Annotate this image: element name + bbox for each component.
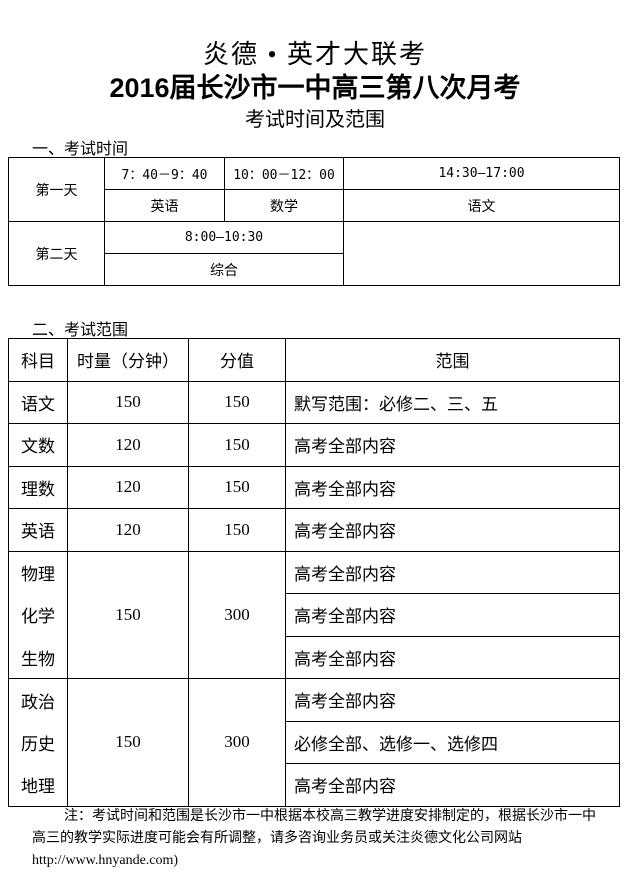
subtitle: 考试时间及范围 bbox=[245, 109, 385, 131]
time-cell: 150 bbox=[67, 550, 189, 679]
subject-cell: 英语 bbox=[8, 508, 68, 552]
slot-time: 14:30—17:00 bbox=[343, 157, 620, 190]
org-title: 炎德 • 英才大联考 bbox=[202, 40, 428, 69]
table-row: 语文 150 150 默写范围：必修二、三、五 bbox=[8, 380, 620, 424]
table-row: 综合 bbox=[9, 253, 620, 286]
scope-cell: 高考全部内容 bbox=[285, 593, 620, 637]
score-cell: 150 bbox=[188, 508, 286, 552]
table-row: 第二天 8:00—10:30 bbox=[8, 221, 620, 286]
subject-cell: 政治 bbox=[8, 678, 68, 721]
scope-cell: 高考全部内容 bbox=[285, 635, 620, 679]
slot-subject: 语文 bbox=[343, 189, 620, 222]
subject-cell: 化学 bbox=[8, 593, 68, 636]
score-cell: 150 bbox=[188, 465, 286, 509]
table-row: 第一天 7：40－9：40 10：00－12：00 14:30—17:00 bbox=[8, 157, 620, 222]
slot-subject: 综合 bbox=[104, 253, 344, 286]
slot-subject: 英语 bbox=[104, 189, 225, 222]
table-row: 化学 高考全部内容 bbox=[8, 593, 620, 637]
section2-heading: 二、考试范围 bbox=[32, 322, 129, 339]
page-title: 2016届长沙市一中高三第八次月考 bbox=[109, 73, 521, 103]
table-row: 物理 150 300 高考全部内容 bbox=[8, 550, 620, 679]
slot-time: 7：40－9：40 bbox=[104, 157, 225, 190]
time-cell: 150 bbox=[67, 380, 189, 424]
header-cell: 分值 bbox=[188, 338, 286, 382]
day-label: 第二天 bbox=[8, 221, 105, 286]
scope-cell: 默写范围：必修二、三、五 bbox=[285, 380, 620, 424]
table-row: 英语 120 150 高考全部内容 bbox=[8, 508, 620, 552]
subject-cell: 理数 bbox=[8, 465, 68, 509]
header-cell: 范围 bbox=[285, 338, 620, 382]
scope-cell: 高考全部内容 bbox=[285, 763, 620, 807]
scope-cell: 高考全部内容 bbox=[285, 550, 620, 594]
time-cell: 120 bbox=[67, 508, 189, 552]
scope-cell: 高考全部内容 bbox=[285, 465, 620, 509]
time-cell: 120 bbox=[67, 423, 189, 467]
table-row: 理数 120 150 高考全部内容 bbox=[8, 465, 620, 509]
day-label: 第一天 bbox=[8, 157, 105, 222]
subject-cell: 生物 bbox=[8, 636, 68, 679]
header-cell: 时量（分钟） bbox=[67, 338, 189, 382]
time-cell: 120 bbox=[67, 465, 189, 509]
table-row: 地理 高考全部内容 bbox=[8, 763, 620, 807]
exam-scope-table: 科目 时量（分钟） 分值 范围 语文 150 150 默写范围：必修二、三、五 … bbox=[8, 338, 620, 807]
section1-heading: 一、考试时间 bbox=[32, 141, 129, 158]
slot-subject: 数学 bbox=[224, 189, 344, 222]
score-cell: 300 bbox=[188, 678, 286, 807]
score-cell: 150 bbox=[188, 380, 286, 424]
subject-cell: 语文 bbox=[8, 380, 68, 424]
subject-cell: 地理 bbox=[8, 763, 68, 807]
subject-cell: 历史 bbox=[8, 721, 68, 764]
subject-cell: 文数 bbox=[8, 423, 68, 467]
empty-cell bbox=[343, 221, 620, 286]
table-row: 历史 必修全部、选修一、选修四 bbox=[8, 720, 620, 764]
time-cell: 150 bbox=[67, 678, 189, 807]
table-row: 英语 数学 语文 bbox=[9, 189, 620, 222]
footnote: 注：考试时间和范围是长沙市一中根据本校高三教学进度安排制定的，根据长沙市一中高三… bbox=[32, 809, 596, 868]
table-row: 政治 150 300 高考全部内容 bbox=[8, 678, 620, 807]
slot-time: 8:00—10:30 bbox=[104, 221, 344, 254]
subject-cell: 物理 bbox=[8, 550, 68, 594]
header-cell: 科目 bbox=[8, 338, 68, 382]
exam-schedule-table: 第一天 7：40－9：40 10：00－12：00 14:30—17:00 英语… bbox=[8, 157, 620, 286]
table-header: 科目 时量（分钟） 分值 范围 bbox=[8, 338, 620, 382]
score-cell: 300 bbox=[188, 550, 286, 679]
table-row: 文数 120 150 高考全部内容 bbox=[8, 423, 620, 467]
scope-cell: 高考全部内容 bbox=[285, 678, 620, 722]
scope-cell: 高考全部内容 bbox=[285, 508, 620, 552]
table-row: 生物 高考全部内容 bbox=[8, 635, 620, 679]
scope-cell: 高考全部内容 bbox=[285, 423, 620, 467]
scope-cell: 必修全部、选修一、选修四 bbox=[285, 720, 620, 764]
score-cell: 150 bbox=[188, 423, 286, 467]
slot-time: 10：00－12：00 bbox=[224, 157, 344, 190]
